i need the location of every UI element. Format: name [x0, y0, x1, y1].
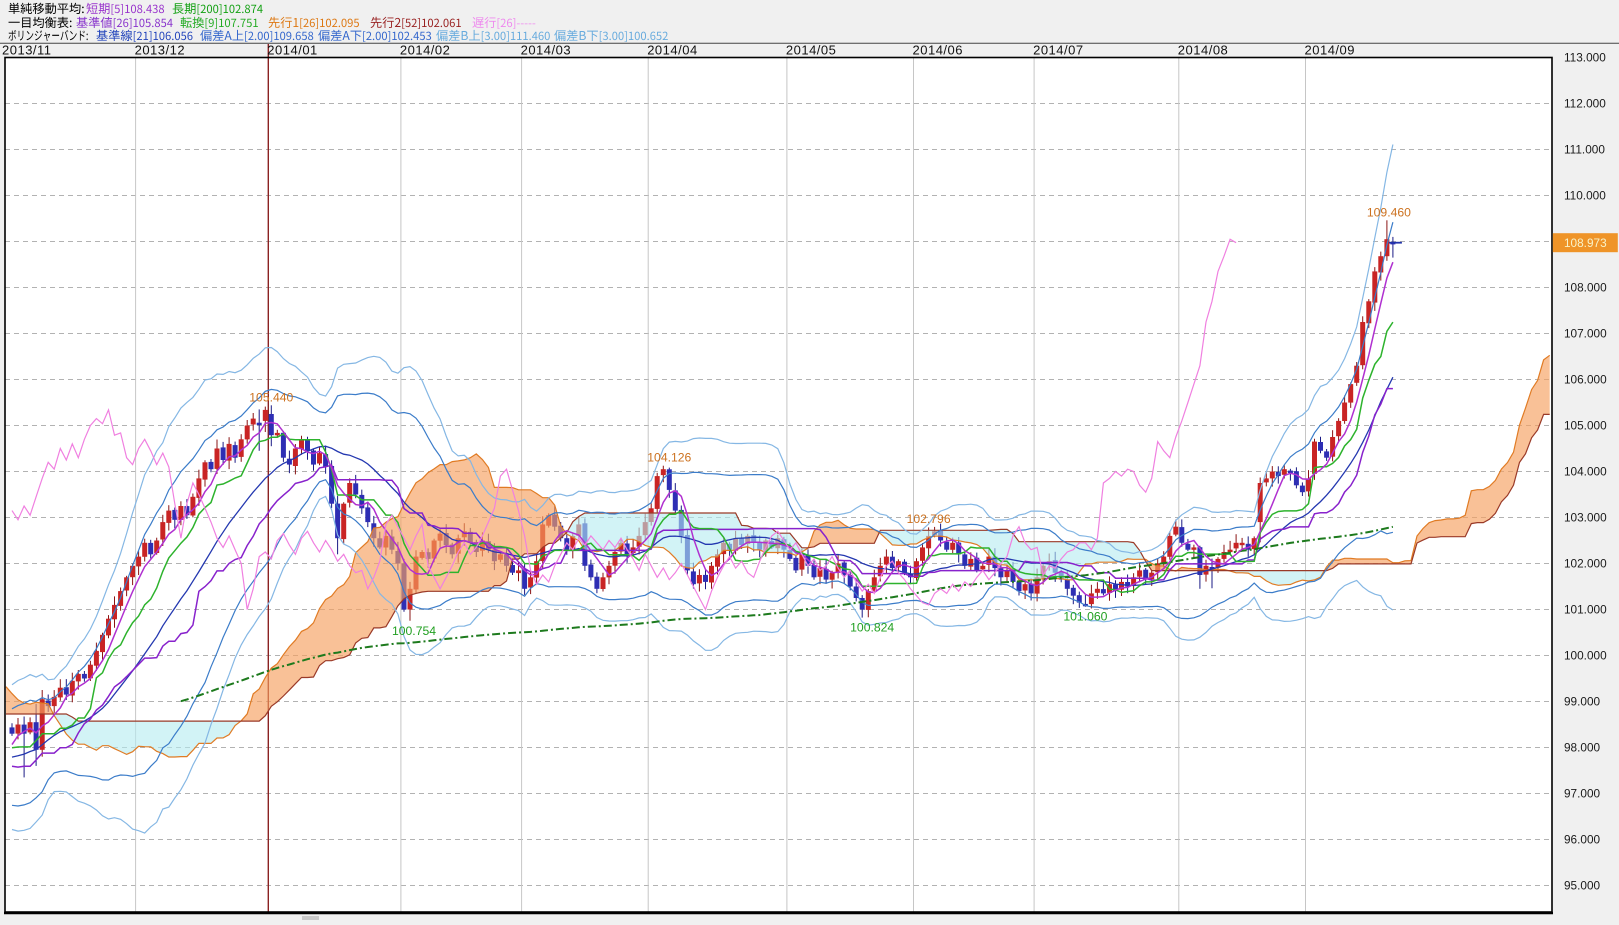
svg-text:100.000: 100.000: [1564, 649, 1607, 663]
svg-text:2014/09: 2014/09: [1305, 43, 1356, 58]
svg-text:96.000: 96.000: [1564, 833, 1601, 847]
svg-text:97.000: 97.000: [1564, 787, 1601, 801]
svg-text:105.440: 105.440: [249, 390, 293, 404]
svg-text:2014/01: 2014/01: [267, 43, 318, 58]
svg-text:105.000: 105.000: [1564, 419, 1607, 433]
svg-text:2014/05: 2014/05: [786, 43, 837, 58]
svg-text:102.000: 102.000: [1564, 557, 1607, 571]
svg-text:108.973: 108.973: [1564, 236, 1607, 250]
svg-text:107.000: 107.000: [1564, 327, 1607, 341]
svg-text:102.796: 102.796: [907, 512, 951, 526]
svg-text:95.000: 95.000: [1564, 879, 1601, 893]
svg-text:109.460: 109.460: [1367, 205, 1411, 219]
svg-text:110.000: 110.000: [1564, 189, 1606, 203]
svg-text:100.754: 100.754: [392, 624, 436, 638]
svg-text:113.000: 113.000: [1564, 51, 1606, 65]
svg-text:2014/02: 2014/02: [400, 43, 451, 58]
svg-text:104.000: 104.000: [1564, 465, 1607, 479]
svg-text:99.000: 99.000: [1564, 695, 1601, 709]
svg-text:2013/12: 2013/12: [135, 43, 186, 58]
svg-text:101.060: 101.060: [1063, 610, 1107, 624]
svg-text:2014/08: 2014/08: [1178, 43, 1229, 58]
svg-text:112.000: 112.000: [1564, 97, 1606, 111]
svg-text:2013/11: 2013/11: [2, 43, 52, 58]
svg-text:103.000: 103.000: [1564, 511, 1607, 525]
svg-text:2014/07: 2014/07: [1033, 43, 1084, 58]
svg-text:106.000: 106.000: [1564, 373, 1607, 387]
svg-text:2014/06: 2014/06: [913, 43, 964, 58]
svg-text:101.000: 101.000: [1564, 603, 1607, 617]
svg-text:2014/04: 2014/04: [647, 43, 698, 58]
svg-text:100.824: 100.824: [850, 621, 894, 635]
svg-text:104.126: 104.126: [647, 451, 691, 465]
svg-text:2014/03: 2014/03: [521, 43, 572, 58]
svg-text:111.000: 111.000: [1564, 143, 1605, 157]
svg-text:98.000: 98.000: [1564, 741, 1601, 755]
svg-text:108.000: 108.000: [1564, 281, 1607, 295]
